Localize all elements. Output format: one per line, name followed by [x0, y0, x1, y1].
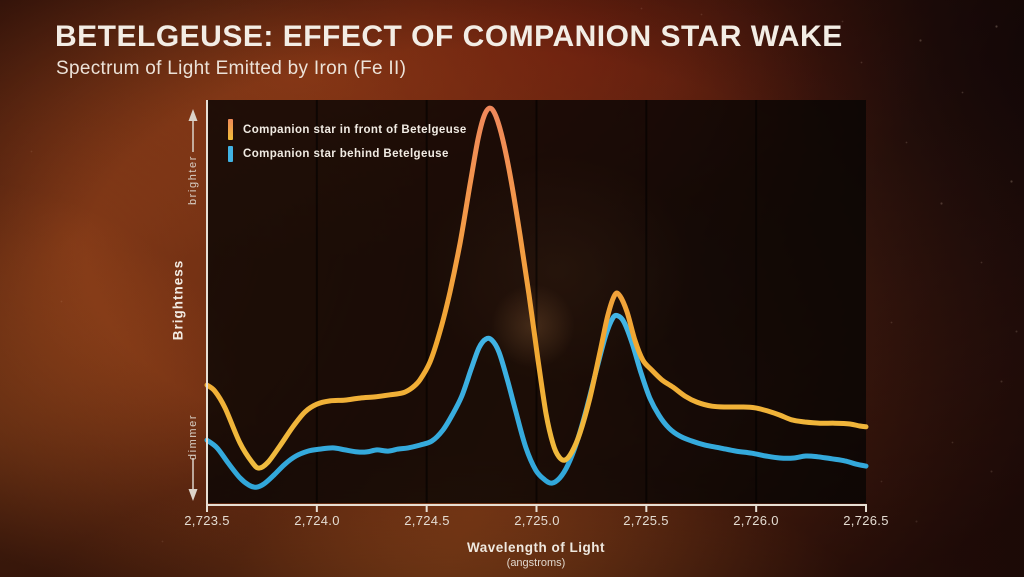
y-annotation-brighter: brighter — [187, 154, 199, 206]
x-axis-label: Wavelength of Light — [467, 540, 605, 555]
x-tick-label: 2,724.5 — [404, 513, 450, 528]
legend-label-behind: Companion star behind Betelgeuse — [243, 148, 449, 160]
legend-swatch-behind — [228, 146, 233, 162]
y-axis-label: Brightness — [170, 259, 186, 341]
x-tick-label: 2,723.5 — [184, 513, 230, 528]
legend-label-front: Companion star in front of Betelgeuse — [243, 123, 467, 136]
x-tick-label: 2,726.0 — [733, 513, 779, 528]
series-line-front — [204, 105, 869, 471]
series-line-behind — [204, 312, 869, 490]
page-subtitle: Spectrum of Light Emitted by Iron (Fe II… — [56, 58, 407, 79]
x-tick-label: 2,725.0 — [514, 513, 560, 528]
legend-item-behind: Companion star behind Betelgeuse — [228, 146, 467, 162]
legend-swatch-front — [228, 119, 233, 140]
dimmer-arrowhead-icon — [188, 489, 198, 501]
legend: Companion star in front of Betelgeuse Co… — [228, 119, 467, 168]
y-annotation-dimmer: dimmer — [187, 413, 199, 461]
x-tick-label: 2,726.5 — [843, 513, 889, 528]
x-tick-label: 2,724.0 — [294, 513, 340, 528]
x-axis-unit: (angstroms) — [506, 557, 566, 569]
legend-item-front: Companion star in front of Betelgeuse — [228, 119, 467, 140]
page-title: BETELGEUSE: EFFECT OF COMPANION STAR WAK… — [55, 20, 843, 53]
x-tick-label: 2,725.5 — [623, 513, 669, 528]
brighter-arrowhead-icon — [188, 109, 198, 121]
